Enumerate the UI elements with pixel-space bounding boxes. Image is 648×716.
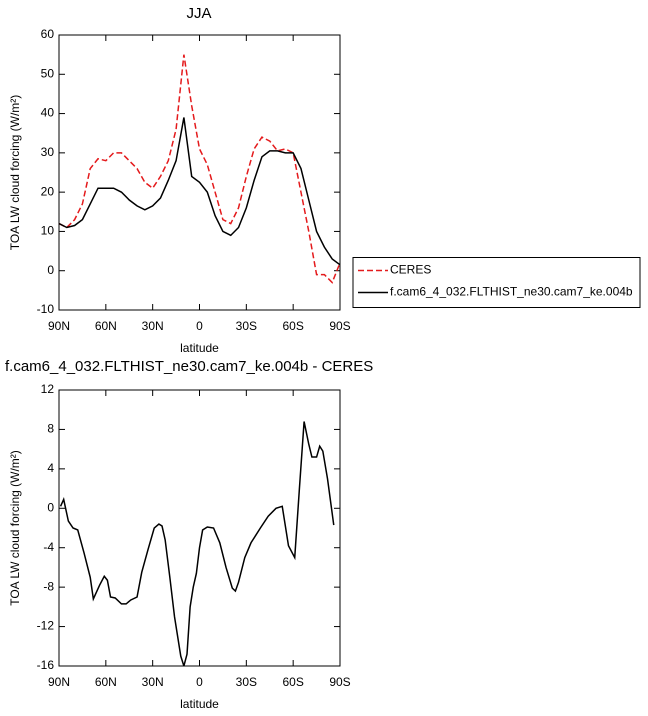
y-tick-label: 0 xyxy=(47,500,54,514)
x-tick-label: 0 xyxy=(196,319,203,333)
y-axis-label: TOA LW cloud forcing (W/m²) xyxy=(8,450,22,606)
y-tick-label: 60 xyxy=(41,27,55,41)
x-tick-label: 60S xyxy=(282,319,303,333)
y-axis-label: TOA LW cloud forcing (W/m²) xyxy=(8,95,22,251)
y-tick-label: 50 xyxy=(41,66,55,80)
chart-title: JJA xyxy=(186,5,211,22)
y-tick-label: -4 xyxy=(43,540,54,554)
x-axis-label: latitude xyxy=(180,341,219,355)
chart-title: f.cam6_4_032.FLTHIST_ne30.cam7_ke.004b -… xyxy=(5,358,373,375)
line-series xyxy=(59,421,335,666)
y-tick-label: 8 xyxy=(47,422,54,436)
y-tick-label: 0 xyxy=(47,263,54,277)
y-tick-label: -8 xyxy=(43,579,54,593)
x-tick-label: 60N xyxy=(95,675,117,689)
x-tick-label: 90N xyxy=(48,319,70,333)
y-tick-label: 4 xyxy=(47,461,54,475)
legend-label: f.cam6_4_032.FLTHIST_ne30.cam7_ke.004b xyxy=(390,285,633,299)
y-tick-label: -10 xyxy=(37,302,55,316)
y-tick-label: -16 xyxy=(37,658,55,672)
x-tick-label: 30S xyxy=(236,675,257,689)
x-tick-label: 30N xyxy=(142,319,164,333)
legend-label: CERES xyxy=(390,263,431,277)
x-tick-label: 30N xyxy=(142,675,164,689)
line-series xyxy=(59,117,340,266)
x-tick-label: 0 xyxy=(196,675,203,689)
x-tick-label: 60N xyxy=(95,319,117,333)
y-tick-label: 20 xyxy=(41,184,55,198)
x-tick-label: 90S xyxy=(329,319,350,333)
y-tick-label: 12 xyxy=(41,382,55,396)
x-tick-label: 90N xyxy=(48,675,70,689)
x-tick-label: 30S xyxy=(236,319,257,333)
plot-frame xyxy=(58,389,341,667)
y-tick-label: 30 xyxy=(41,145,55,159)
line-series xyxy=(59,54,340,284)
y-tick-label: 40 xyxy=(41,106,55,120)
plot-frame xyxy=(58,34,341,311)
x-tick-label: 90S xyxy=(329,675,350,689)
x-tick-label: 60S xyxy=(282,675,303,689)
y-tick-label: 10 xyxy=(41,224,55,238)
legend-box xyxy=(352,257,641,308)
x-axis-label: latitude xyxy=(180,697,219,711)
y-tick-label: -12 xyxy=(37,619,55,633)
